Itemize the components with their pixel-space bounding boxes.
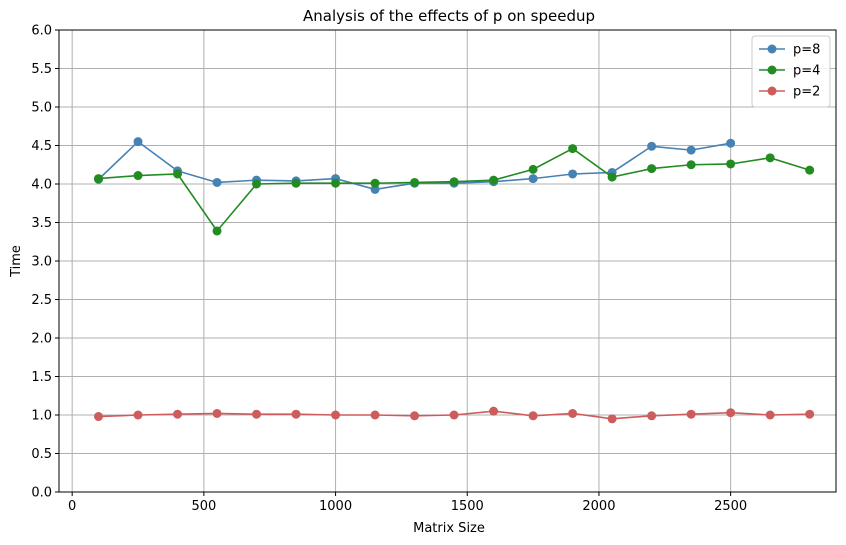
legend-label: p=8 <box>793 43 820 58</box>
data-point <box>686 160 696 170</box>
y-tick-label: 5.5 <box>31 62 52 77</box>
y-axis-label: Time <box>9 245 24 278</box>
y-tick-label: 2.5 <box>31 293 52 308</box>
x-tick-label: 2000 <box>582 499 615 514</box>
data-point <box>370 178 380 188</box>
series-p-2 <box>94 406 815 424</box>
data-point <box>528 411 538 421</box>
data-point <box>252 179 262 189</box>
data-point <box>212 226 222 236</box>
y-tick-label: 1.5 <box>31 370 52 385</box>
chart-title: Analysis of the effects of p on speedup <box>303 7 595 25</box>
legend-item: p=2 <box>759 85 820 100</box>
data-point <box>647 141 657 151</box>
data-point <box>765 410 775 420</box>
data-point <box>212 408 222 418</box>
data-point <box>291 178 301 188</box>
x-tick-label: 2500 <box>714 499 747 514</box>
data-point <box>805 165 815 175</box>
data-point <box>94 412 104 422</box>
data-point <box>489 406 499 416</box>
y-tick-label: 3.5 <box>31 216 52 231</box>
grid <box>59 29 836 493</box>
data-point <box>252 409 262 419</box>
data-point <box>370 184 380 194</box>
data-point <box>331 178 341 188</box>
data-point <box>449 177 459 187</box>
data-point <box>805 409 815 419</box>
y-tick-label: 4.5 <box>31 139 52 154</box>
data-point <box>449 410 459 420</box>
legend-label: p=4 <box>793 64 820 79</box>
legend: p=8 p=4 p=2 <box>751 35 831 108</box>
legend-label: p=2 <box>793 85 820 100</box>
data-point <box>173 409 183 419</box>
y-tick-label: 1.0 <box>31 409 52 424</box>
series-line <box>98 147 810 233</box>
data-point <box>607 172 617 182</box>
legend-marker <box>767 86 777 96</box>
series-p-4 <box>94 144 815 236</box>
data-point <box>726 408 736 418</box>
data-point <box>647 411 657 421</box>
data-point <box>528 164 538 174</box>
y-tick-label: 2.0 <box>31 332 52 347</box>
x-tick-label: 0 <box>68 499 76 514</box>
data-point <box>568 408 578 418</box>
y-tick-label: 0.5 <box>31 447 52 462</box>
data-point <box>568 144 578 154</box>
data-point <box>410 411 420 421</box>
legend-marker <box>767 65 777 75</box>
data-point <box>765 153 775 163</box>
x-tick-label: 500 <box>191 499 216 514</box>
data-point <box>331 410 341 420</box>
y-tick-label: 0.0 <box>31 486 52 501</box>
data-point <box>212 177 222 187</box>
legend-item: p=4 <box>759 64 820 79</box>
data-point <box>291 409 301 419</box>
legend-marker <box>767 44 777 54</box>
x-tick-label: 1000 <box>319 499 352 514</box>
data-point <box>528 174 538 184</box>
x-axis: 0 500 1000 1500 2000 2500 <box>68 492 747 514</box>
data-point <box>133 171 143 181</box>
y-tick-label: 3.0 <box>31 255 52 270</box>
data-point <box>94 174 104 184</box>
y-tick-label: 6.0 <box>31 24 52 39</box>
data-point <box>370 410 380 420</box>
y-tick-label: 4.0 <box>31 178 52 193</box>
data-point <box>133 410 143 420</box>
data-point <box>686 145 696 155</box>
data-point <box>173 169 183 179</box>
x-axis-label: Matrix Size <box>413 521 485 536</box>
legend-item: p=8 <box>759 43 820 58</box>
data-point <box>726 159 736 169</box>
series-layer <box>94 137 815 424</box>
data-point <box>726 138 736 148</box>
data-point <box>133 137 143 147</box>
y-axis: 0.0 0.5 1.0 1.5 2.0 2.5 3.0 3.5 4.0 4.5 5.0 5.5 6.0 <box>31 24 59 501</box>
data-point <box>489 175 499 185</box>
data-point <box>607 414 617 424</box>
data-point <box>686 409 696 419</box>
x-tick-label: 1500 <box>451 499 484 514</box>
data-point <box>568 169 578 179</box>
data-point <box>410 177 420 187</box>
data-point <box>647 164 657 174</box>
y-tick-label: 5.0 <box>31 101 52 116</box>
